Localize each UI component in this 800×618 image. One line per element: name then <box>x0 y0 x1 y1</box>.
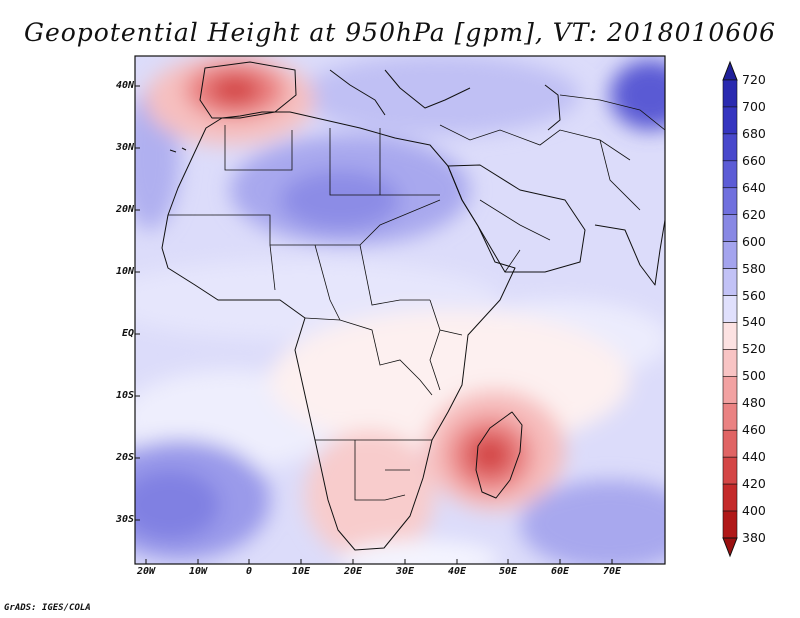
colorbar-swatch <box>722 79 738 108</box>
height-field <box>135 56 665 564</box>
colorbar-swatch <box>722 268 738 296</box>
colorbar-label: 420 <box>742 476 766 492</box>
lat-label-20n: 20N <box>115 204 134 215</box>
grads-credit: GrADS: IGES/COLA <box>4 603 91 613</box>
colorbar-swatch <box>722 187 738 216</box>
lat-label-40n: 40N <box>115 80 134 91</box>
lat-label-20s: 20S <box>115 452 134 463</box>
border-east <box>429 299 463 391</box>
colorbar-swatch <box>722 106 738 135</box>
colorbar-swatch <box>722 241 738 269</box>
lon-label-10w: 10W <box>188 566 208 577</box>
india-coastline <box>594 219 665 286</box>
lon-label-50e: 50E <box>498 566 518 577</box>
lat-label-30n: 30N <box>115 142 134 153</box>
map-frame <box>134 55 666 565</box>
lat-label-10s: 10S <box>115 390 134 401</box>
colorbar-label: 560 <box>742 287 766 303</box>
colorbar-label: 400 <box>742 503 766 519</box>
colorbar-swatch <box>722 295 738 323</box>
colorbar-swatch <box>722 160 738 189</box>
colorbar-swatch <box>722 510 738 539</box>
colorbar-label: 680 <box>742 125 766 141</box>
colorbar-label: 660 <box>742 152 766 168</box>
lon-label-30e: 30E <box>395 566 415 577</box>
plot-title: Geopotential Height at 950hPa [gpm], VT:… <box>23 18 777 47</box>
lon-label-20w: 20W <box>136 566 156 577</box>
colorbar-label: 440 <box>742 449 766 465</box>
africa-coastline <box>161 111 516 551</box>
lat-label-30s: 30S <box>115 514 134 525</box>
lon-label-0: 0 <box>245 566 253 577</box>
colorbar-swatch <box>722 214 738 242</box>
colorbar-label: 720 <box>742 72 766 87</box>
caspian-coastline <box>544 84 561 131</box>
lon-label-40e: 40E <box>447 566 467 577</box>
border-sahel <box>168 199 441 246</box>
colorbar-swatch <box>722 402 738 431</box>
colorbar-bottom-cap <box>722 537 738 558</box>
border-libya-egypt <box>329 128 440 196</box>
colorbar-label: 620 <box>742 206 766 222</box>
border-asia <box>559 94 665 211</box>
border-central <box>269 244 430 321</box>
colorbar-label: 640 <box>742 179 766 195</box>
border-congo <box>304 317 433 396</box>
arabia-coastline <box>447 164 586 273</box>
colorbar-label: 600 <box>742 233 766 249</box>
iberia-coastline <box>199 61 297 119</box>
colorbar-swatch <box>722 483 738 512</box>
colorbar-top-cap <box>722 60 738 81</box>
border-arabia <box>479 199 551 273</box>
axis-ticks <box>135 85 613 564</box>
lon-label-10e: 10E <box>291 566 311 577</box>
colorbar-swatch <box>722 349 738 377</box>
colorbar-swatch <box>722 376 738 404</box>
colorbar-label: 520 <box>742 341 766 357</box>
colorbar <box>722 60 738 558</box>
colorbar-label: 480 <box>742 395 766 411</box>
field-contours <box>135 56 665 564</box>
madagascar-coastline <box>475 411 523 499</box>
colorbar-label: 540 <box>742 314 766 330</box>
colorbar-label: 500 <box>742 368 766 384</box>
colorbar-label: 580 <box>742 260 766 276</box>
canaries <box>169 147 187 153</box>
lat-label-10n: 10N <box>115 266 134 277</box>
country-borders <box>168 94 665 501</box>
lon-label-60e: 60E <box>550 566 570 577</box>
colorbar-swatch <box>722 456 738 485</box>
border-maghreb <box>224 125 293 171</box>
colorbar-swatch <box>722 133 738 162</box>
colorbar-swatch <box>722 322 738 350</box>
lon-label-20e: 20E <box>343 566 363 577</box>
colorbar-swatch <box>722 429 738 458</box>
balkans-coastline <box>384 69 471 109</box>
lat-label-eq: EQ <box>121 328 134 339</box>
colorbar-label: 700 <box>742 98 766 114</box>
colorbar-label: 380 <box>742 530 766 545</box>
colorbar-label: 460 <box>742 422 766 438</box>
italy-coastline <box>329 69 386 116</box>
coastlines <box>161 61 665 551</box>
border-south <box>315 439 432 501</box>
lon-label-70e: 70E <box>602 566 622 577</box>
